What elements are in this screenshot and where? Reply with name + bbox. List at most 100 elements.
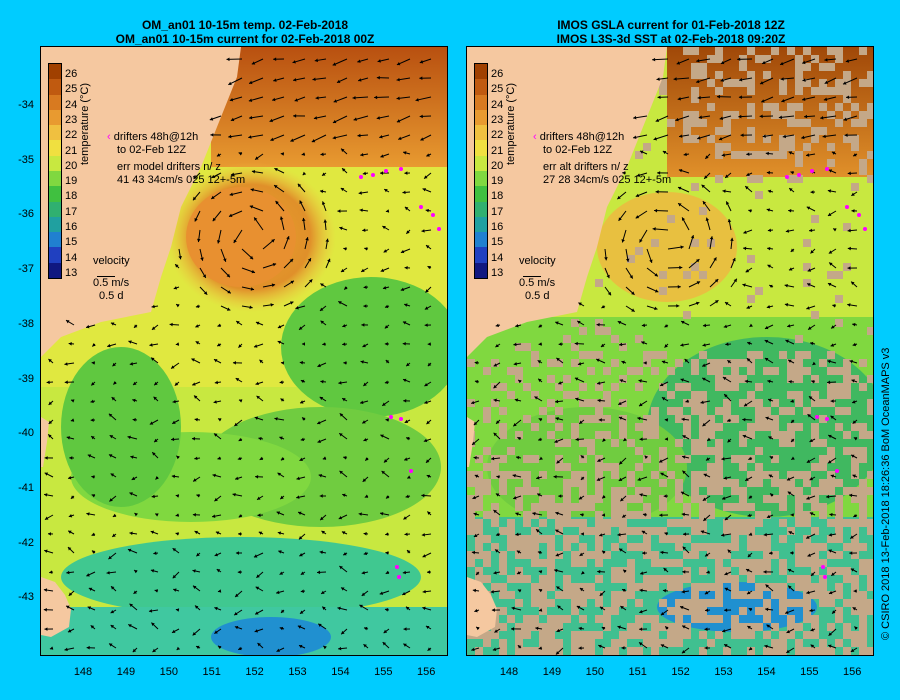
current-vector-head [844, 133, 848, 138]
colorbar-tick: 15 [491, 236, 504, 249]
colorbar-tick: 13 [65, 266, 78, 279]
current-vector-head [276, 511, 281, 515]
current-vector-head [48, 359, 52, 363]
no-data-cell [691, 527, 699, 535]
no-data-cell [467, 503, 475, 511]
current-vector-head [317, 420, 321, 425]
current-vector-head [742, 417, 746, 422]
no-data-cell [811, 487, 819, 495]
no-data-cell [811, 503, 819, 511]
no-data-cell [859, 167, 867, 175]
no-data-cell [859, 559, 867, 567]
no-data-cell [771, 471, 779, 479]
no-data-cell [603, 415, 611, 423]
current-vector-head [491, 456, 495, 461]
no-data-cell [859, 511, 867, 519]
no-data-cell [643, 583, 651, 591]
current-vector-head [194, 417, 198, 422]
no-data-cell [835, 503, 843, 511]
current-vector-head [700, 400, 704, 405]
no-data-cell [563, 535, 571, 543]
no-data-cell [587, 351, 595, 359]
no-data-cell [475, 519, 483, 527]
no-data-cell [715, 175, 723, 183]
no-data-cell [771, 647, 779, 655]
no-data-cell [675, 543, 683, 551]
current-vector-head [847, 266, 851, 270]
current-vector-head [619, 342, 623, 347]
no-data-cell [507, 615, 515, 623]
no-data-cell [595, 615, 603, 623]
no-data-cell [707, 615, 715, 623]
no-data-cell [699, 495, 707, 503]
no-data-cell [755, 399, 763, 407]
no-data-cell [563, 479, 571, 487]
current-vector-head [471, 647, 475, 652]
current-vector-head [382, 226, 386, 230]
no-data-cell [691, 111, 699, 119]
current-vector-head [537, 550, 542, 555]
current-vector-head [654, 306, 658, 311]
no-data-cell [811, 375, 819, 383]
current-vector-head [637, 416, 641, 421]
no-data-cell [731, 591, 739, 599]
no-data-cell [819, 415, 827, 423]
no-data-cell [467, 479, 475, 487]
current-vector-head [301, 152, 306, 156]
no-data-cell [795, 375, 803, 383]
no-data-cell [683, 127, 691, 135]
no-data-cell [835, 583, 843, 591]
no-data-cell [531, 423, 539, 431]
current-vector-head [214, 606, 218, 611]
current-vector-head [652, 57, 656, 62]
no-data-cell [595, 527, 603, 535]
no-data-cell [627, 255, 635, 263]
no-data-cell [475, 551, 483, 559]
current-vector-head [407, 550, 411, 554]
current-vector-head [806, 206, 811, 210]
no-data-cell [675, 599, 683, 607]
no-data-cell [659, 287, 667, 295]
colorbar-swatch [475, 216, 487, 233]
current-vector-head [707, 437, 711, 441]
no-data-cell [731, 415, 739, 423]
current-vector-head [714, 279, 719, 283]
no-data-cell [811, 591, 819, 599]
current-vector-head [212, 473, 216, 478]
no-data-cell [643, 615, 651, 623]
current-vector-head [496, 420, 500, 424]
no-data-cell [683, 423, 691, 431]
current-vector-head [822, 134, 826, 139]
current-vector-head [381, 470, 386, 475]
current-vector-head [538, 378, 542, 383]
current-vector-head [617, 195, 621, 200]
no-data-cell [691, 599, 699, 607]
no-data-cell [787, 527, 795, 535]
current-vector-head [639, 402, 643, 407]
no-data-cell [779, 599, 787, 607]
current-vector-head [325, 238, 329, 242]
current-vector-head [322, 342, 326, 346]
no-data-cell [611, 503, 619, 511]
no-data-cell [675, 631, 683, 639]
no-data-cell [571, 583, 579, 591]
no-data-cell [747, 255, 755, 263]
no-data-cell [683, 415, 691, 423]
no-data-cell [691, 95, 699, 103]
current-vector-head [847, 246, 851, 251]
no-data-cell [699, 63, 707, 71]
no-data-cell [571, 391, 579, 399]
no-data-cell [635, 463, 643, 471]
no-data-cell [571, 519, 579, 527]
colorbar-tick: 17 [65, 205, 78, 218]
current-vector-head [619, 461, 623, 465]
right-title-line1: IMOS GSLA current for 01-Feb-2018 12Z [557, 18, 785, 32]
current-vector-head [721, 457, 725, 461]
current-vector-head [66, 570, 70, 575]
current-vector-head [724, 394, 728, 398]
no-data-cell [795, 583, 803, 591]
current-vector-head [538, 608, 543, 612]
current-vector-head [685, 399, 689, 403]
current-vector-head [599, 533, 603, 537]
no-data-cell [867, 599, 873, 607]
